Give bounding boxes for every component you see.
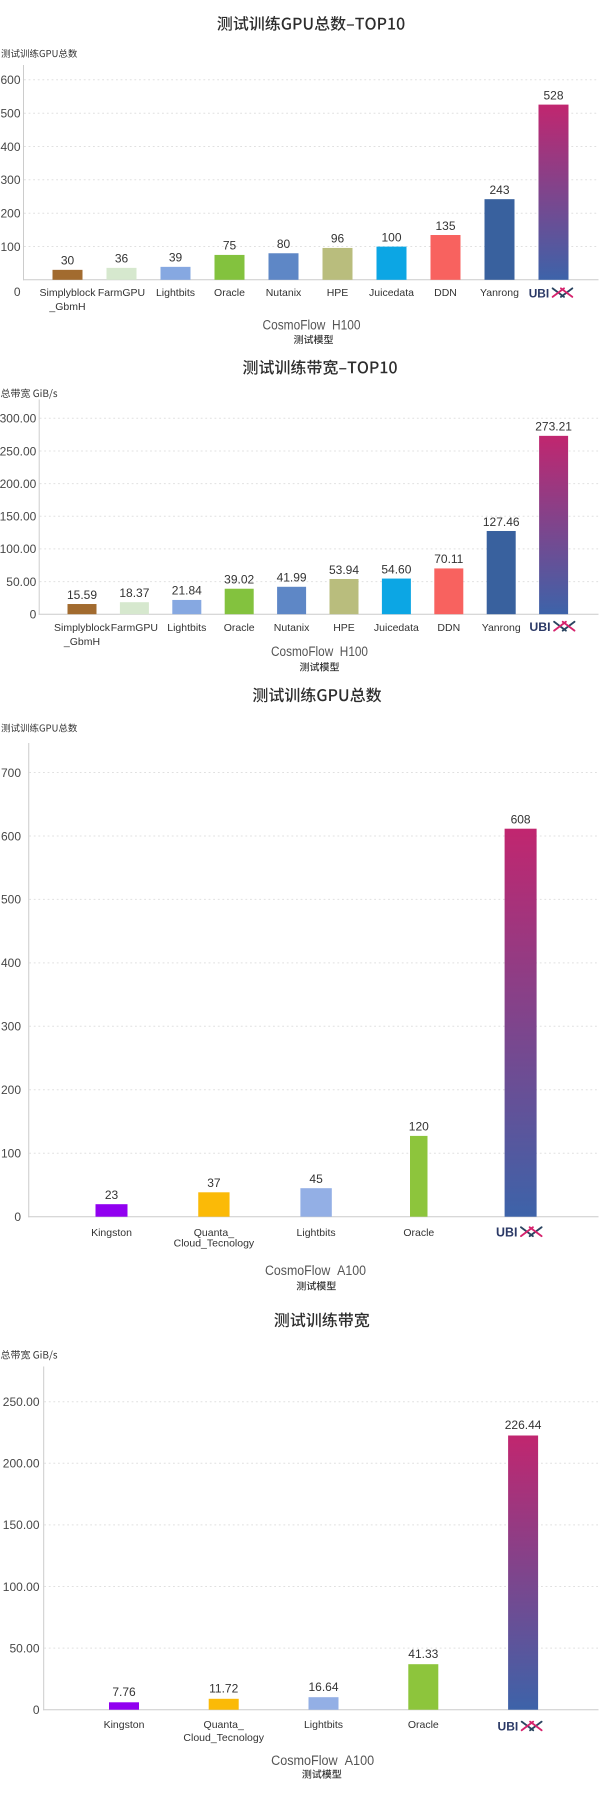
- svg-text:Quanta_: Quanta_: [204, 1719, 244, 1731]
- svg-text:CosmoFlow H100: CosmoFlow H100: [271, 644, 368, 659]
- svg-text:100: 100: [1, 1147, 21, 1161]
- svg-text:_GbmH: _GbmH: [63, 636, 100, 648]
- svg-text:Simplyblock: Simplyblock: [39, 287, 96, 299]
- svg-text:100.00: 100.00: [3, 1580, 40, 1594]
- svg-text:37: 37: [207, 1176, 221, 1190]
- svg-text:300: 300: [0, 173, 20, 187]
- svg-text:Quanta_: Quanta_: [194, 1227, 234, 1239]
- svg-text:100: 100: [381, 230, 401, 244]
- svg-text:700: 700: [1, 766, 21, 780]
- svg-text:600: 600: [0, 73, 20, 87]
- svg-text:273.21: 273.21: [535, 420, 572, 434]
- svg-text:150.00: 150.00: [3, 1518, 40, 1532]
- svg-text:16.64: 16.64: [308, 1680, 338, 1694]
- svg-text:15.59: 15.59: [67, 588, 97, 602]
- svg-text:50.00: 50.00: [6, 575, 36, 589]
- svg-text:Lightbits: Lightbits: [304, 1719, 343, 1731]
- svg-text:Kingston: Kingston: [91, 1227, 132, 1239]
- svg-text:UBI: UBI: [529, 286, 549, 300]
- svg-text:135: 135: [435, 219, 455, 233]
- svg-text:Cloud_Tecnology: Cloud_Tecnology: [174, 1237, 255, 1249]
- svg-text:Cloud_Tecnology: Cloud_Tecnology: [183, 1732, 264, 1744]
- svg-text:500: 500: [1, 893, 21, 907]
- svg-text:CosmoFlow A100: CosmoFlow A100: [265, 1263, 366, 1278]
- svg-text:Nutanix: Nutanix: [274, 622, 310, 634]
- svg-text:200: 200: [0, 207, 20, 221]
- svg-text:DDN: DDN: [434, 287, 457, 299]
- svg-text:127.46: 127.46: [483, 515, 520, 529]
- svg-text:0: 0: [33, 1703, 40, 1717]
- svg-text:Yanrong: Yanrong: [480, 287, 519, 299]
- svg-text:Lightbits: Lightbits: [156, 287, 195, 299]
- svg-text:608: 608: [511, 813, 531, 827]
- svg-text:39.02: 39.02: [224, 573, 254, 587]
- svg-text:Simplyblock: Simplyblock: [54, 622, 111, 634]
- svg-text:CosmoFlow A100: CosmoFlow A100: [271, 1753, 374, 1768]
- svg-text:36: 36: [115, 252, 129, 266]
- svg-text:Oracle: Oracle: [403, 1227, 434, 1239]
- svg-text:7.76: 7.76: [112, 1685, 136, 1699]
- svg-text:23: 23: [105, 1188, 119, 1202]
- svg-text:0: 0: [14, 285, 21, 299]
- svg-text:100.00: 100.00: [0, 542, 37, 556]
- svg-text:45: 45: [309, 1172, 323, 1186]
- svg-text:41.33: 41.33: [408, 1647, 438, 1661]
- svg-text:70.11: 70.11: [434, 552, 463, 566]
- svg-text:200: 200: [1, 1083, 21, 1097]
- svg-text:Lightbits: Lightbits: [167, 622, 206, 634]
- svg-text:243: 243: [489, 183, 509, 197]
- svg-text:100: 100: [0, 240, 20, 254]
- svg-text:UBI: UBI: [529, 620, 550, 634]
- svg-text:Juicedata: Juicedata: [369, 287, 414, 299]
- svg-text:Juicedata: Juicedata: [374, 622, 419, 634]
- svg-text:Oracle: Oracle: [224, 622, 255, 634]
- svg-text:18.37: 18.37: [119, 586, 149, 600]
- svg-text:Oracle: Oracle: [214, 287, 245, 299]
- svg-text:FarmGPU: FarmGPU: [111, 622, 158, 634]
- svg-text:Oracle: Oracle: [408, 1719, 439, 1731]
- svg-text:UBI: UBI: [498, 1720, 519, 1734]
- svg-text:Yanrong: Yanrong: [482, 622, 521, 634]
- svg-text:39: 39: [169, 251, 183, 265]
- svg-text:11.72: 11.72: [209, 1682, 238, 1696]
- svg-text:300: 300: [1, 1020, 21, 1034]
- svg-text:_GbmH: _GbmH: [48, 301, 85, 313]
- svg-text:UBI: UBI: [496, 1226, 517, 1240]
- svg-text:500: 500: [0, 107, 20, 121]
- svg-text:HPE: HPE: [327, 287, 349, 299]
- svg-text:30: 30: [61, 254, 75, 268]
- svg-text:41.99: 41.99: [277, 571, 307, 585]
- svg-text:528: 528: [543, 88, 563, 102]
- svg-text:150.00: 150.00: [0, 510, 37, 524]
- svg-text:DDN: DDN: [437, 622, 460, 634]
- svg-text:21.84: 21.84: [172, 584, 202, 598]
- svg-text:Nutanix: Nutanix: [266, 287, 302, 299]
- svg-text:75: 75: [223, 239, 237, 253]
- svg-text:53.94: 53.94: [329, 563, 359, 577]
- svg-text:0: 0: [14, 1210, 21, 1224]
- svg-text:400: 400: [0, 140, 20, 154]
- svg-text:Lightbits: Lightbits: [297, 1227, 336, 1239]
- svg-text:200.00: 200.00: [0, 477, 37, 491]
- svg-text:80: 80: [277, 237, 291, 251]
- svg-text:250.00: 250.00: [3, 1395, 40, 1409]
- svg-text:HPE: HPE: [333, 622, 355, 634]
- svg-text:300.00: 300.00: [0, 412, 37, 426]
- svg-text:96: 96: [331, 232, 345, 246]
- svg-text:120: 120: [409, 1120, 429, 1134]
- svg-text:0: 0: [30, 608, 37, 622]
- svg-text:CosmoFlow H100: CosmoFlow H100: [263, 318, 361, 333]
- svg-text:400: 400: [1, 956, 21, 970]
- svg-text:54.60: 54.60: [381, 562, 411, 576]
- svg-text:Kingston: Kingston: [104, 1719, 145, 1731]
- svg-text:226.44: 226.44: [505, 1418, 542, 1432]
- svg-text:50.00: 50.00: [9, 1641, 39, 1655]
- svg-text:FarmGPU: FarmGPU: [98, 287, 145, 299]
- svg-text:250.00: 250.00: [0, 444, 37, 458]
- svg-text:600: 600: [1, 829, 21, 843]
- svg-text:200.00: 200.00: [3, 1457, 40, 1471]
